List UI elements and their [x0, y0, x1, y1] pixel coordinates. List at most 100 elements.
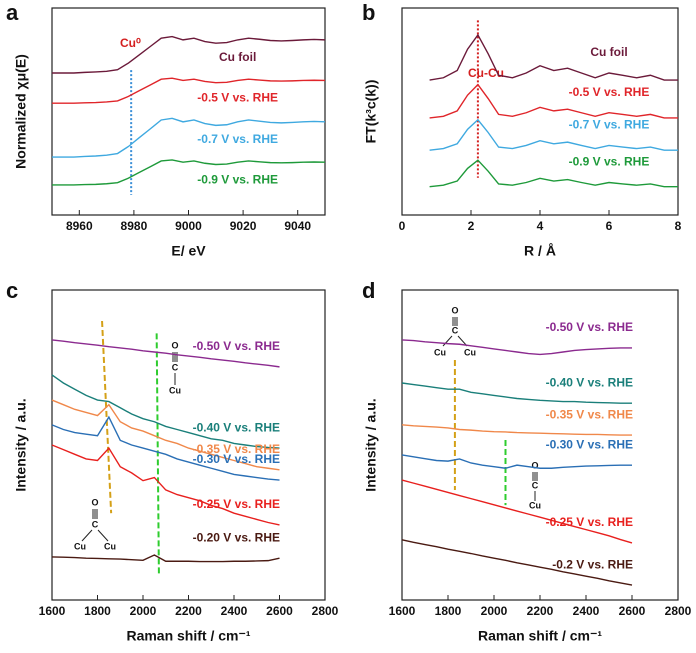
x-tick-label: 2 [468, 219, 475, 233]
series-label: -0.7 V vs. RHE [569, 118, 650, 132]
series-label: Cu foil [219, 50, 256, 64]
atom: Cu [529, 500, 541, 510]
x-tick-label: 9000 [175, 219, 202, 233]
atom: O [91, 497, 98, 507]
atom: C [452, 325, 459, 335]
spectrum-line [429, 159, 678, 188]
spectrum-line [52, 35, 326, 74]
spectrum-line [401, 479, 633, 544]
x-tick-label: 1800 [84, 604, 111, 618]
series-label: -0.9 V vs. RHE [197, 172, 278, 186]
x-tick-label: 2800 [665, 604, 692, 618]
y-axis-label: Normalized χμ(E) [13, 54, 29, 169]
atom: Cu [464, 347, 476, 357]
x-tick-label: 2800 [312, 604, 339, 618]
atom: Cu [104, 541, 116, 551]
series-label: -0.35 V vs. RHE [546, 407, 633, 421]
atom: C [532, 480, 539, 490]
plot-frame [401, 7, 679, 216]
spectrum-line [401, 454, 632, 469]
spectrum-line [52, 77, 326, 104]
x-axis-label: R / Å [524, 243, 556, 259]
series-label: -0.25 V vs. RHE [193, 497, 280, 511]
x-tick-label: 2600 [619, 604, 646, 618]
y-axis-label: Intensity / a.u. [13, 398, 29, 491]
spectrum-line [51, 554, 280, 563]
x-axis-label: E/ eV [171, 243, 206, 259]
atom: Cu [169, 385, 181, 395]
x-tick-label: 6 [606, 219, 613, 233]
spectrum-line [401, 339, 632, 356]
series-label: -0.20 V vs. RHE [193, 530, 280, 544]
atom: C [92, 519, 99, 529]
spectrum-line [52, 159, 326, 186]
x-tick-label: 2000 [130, 604, 157, 618]
annotation: Cu-Cu [468, 66, 504, 80]
x-tick-label: 2000 [481, 604, 508, 618]
series-label: -0.30 V vs. RHE [193, 452, 280, 466]
x-tick-label: 2400 [221, 604, 248, 618]
series-label: -0.25 V vs. RHE [546, 515, 633, 529]
x-tick-label: 1600 [39, 604, 66, 618]
atom: Cu [74, 541, 86, 551]
series-label: -0.30 V vs. RHE [546, 437, 633, 451]
reference-line [101, 320, 113, 514]
structure: O C Cu Cu [74, 497, 116, 551]
x-tick-label: 0 [399, 219, 406, 233]
atom: O [171, 340, 178, 350]
structure: O C Cu [169, 340, 181, 395]
atom: C [172, 362, 179, 372]
x-tick-label: 1800 [435, 604, 462, 618]
series-label: -0.50 V vs. RHE [546, 320, 633, 334]
series-label: -0.5 V vs. RHE [569, 85, 650, 99]
panel-letter: a [6, 0, 19, 25]
x-tick-label: 4 [537, 219, 544, 233]
spectrum-line [51, 415, 280, 481]
spectrum-line [401, 424, 632, 436]
structure: O C Cu [529, 460, 541, 510]
x-tick-label: 2600 [266, 604, 293, 618]
series-label: -0.9 V vs. RHE [569, 155, 650, 169]
series-label: -0.35 V vs. RHE [193, 442, 280, 456]
x-tick-label: 1600 [389, 604, 416, 618]
series-label: -0.40 V vs. RHE [546, 375, 633, 389]
plot-frame [51, 289, 326, 601]
series-label: -0.50 V vs. RHE [193, 339, 280, 353]
y-axis-label: Intensity / a.u. [363, 398, 379, 491]
panel-letter: d [362, 278, 375, 303]
structure: O C Cu Cu [434, 305, 476, 357]
plot-frame [401, 289, 679, 601]
spectrum-line [51, 339, 280, 368]
x-tick-label: 2200 [527, 604, 554, 618]
series-label: Cu foil [590, 45, 627, 59]
series-label: -0.40 V vs. RHE [193, 420, 280, 434]
annotation: Cu⁰ [120, 36, 141, 50]
panel-letter: b [362, 0, 375, 25]
spectrum-line [51, 399, 280, 471]
atom: O [531, 460, 538, 470]
atom: O [451, 305, 458, 315]
spectrum-line [429, 118, 678, 151]
series-label: -0.7 V vs. RHE [197, 132, 278, 146]
x-axis-label: Raman shift / cm⁻¹ [478, 628, 602, 644]
x-tick-label: 8 [675, 219, 682, 233]
panel-letter: c [6, 278, 18, 303]
x-tick-label: 2400 [573, 604, 600, 618]
x-tick-label: 2200 [175, 604, 202, 618]
y-axis-label: FT(k³c(k)) [363, 80, 379, 144]
x-tick-label: 8980 [121, 219, 148, 233]
series-label: -0.2 V vs. RHE [552, 557, 633, 571]
x-tick-label: 9040 [284, 219, 311, 233]
reference-line [155, 333, 160, 576]
atom: Cu [434, 347, 446, 357]
x-axis-label: Raman shift / cm⁻¹ [126, 628, 250, 644]
series-label: -0.5 V vs. RHE [197, 91, 278, 105]
x-tick-label: 9020 [230, 219, 257, 233]
x-tick-label: 8960 [66, 219, 93, 233]
spectrum-line [52, 117, 326, 158]
spectrum-line [51, 444, 280, 526]
spectrum-line [429, 33, 678, 81]
spectrum-line [401, 382, 632, 404]
spectrum-line [51, 374, 280, 449]
spectrum-line [429, 83, 678, 119]
